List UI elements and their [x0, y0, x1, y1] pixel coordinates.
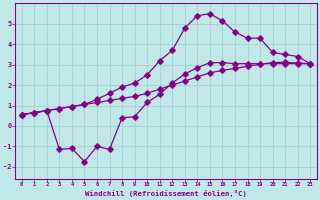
X-axis label: Windchill (Refroidissement éolien,°C): Windchill (Refroidissement éolien,°C) — [85, 190, 247, 197]
